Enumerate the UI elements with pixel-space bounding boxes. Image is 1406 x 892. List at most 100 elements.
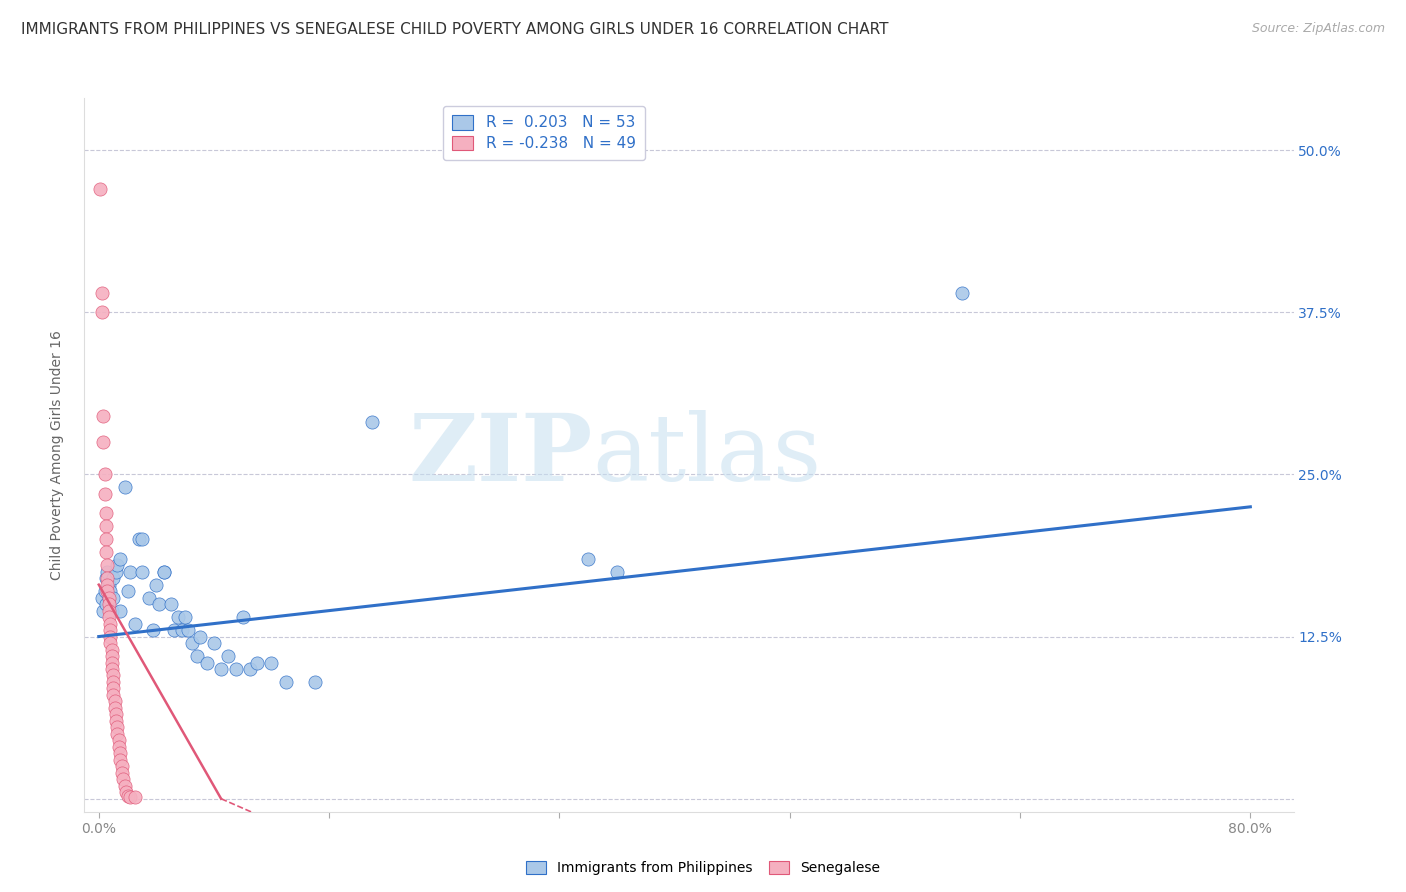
Point — [120, 790, 142, 805]
Point — [100, 656, 122, 670]
Point — [117, 789, 139, 804]
Point — [94, 506, 117, 520]
Point — [304, 675, 326, 690]
Point — [91, 434, 114, 449]
Point — [89, 182, 111, 196]
Point — [152, 565, 174, 579]
Point — [120, 565, 142, 579]
Point — [94, 519, 117, 533]
Point — [104, 694, 127, 708]
Point — [128, 533, 150, 547]
Point — [606, 565, 628, 579]
Point — [186, 648, 208, 663]
Point — [91, 409, 114, 423]
Point — [101, 688, 124, 702]
Point — [96, 565, 118, 579]
Point — [93, 467, 115, 482]
Text: ZIP: ZIP — [408, 410, 592, 500]
Point — [101, 668, 124, 682]
Point — [124, 616, 146, 631]
Point — [101, 675, 124, 690]
Point — [188, 630, 211, 644]
Point — [94, 597, 117, 611]
Point — [114, 779, 136, 793]
Point — [124, 790, 146, 805]
Point — [131, 565, 153, 579]
Point — [104, 701, 127, 715]
Point — [90, 285, 112, 300]
Point — [105, 707, 128, 722]
Point — [274, 675, 297, 690]
Point — [952, 285, 974, 300]
Point — [145, 577, 167, 591]
Point — [100, 648, 122, 663]
Point — [90, 305, 112, 319]
Point — [172, 623, 194, 637]
Point — [111, 759, 134, 773]
Point — [117, 584, 139, 599]
Point — [96, 558, 118, 573]
Point — [181, 636, 204, 650]
Point — [101, 591, 124, 605]
Point — [98, 636, 121, 650]
Point — [202, 636, 225, 650]
Point — [93, 487, 115, 501]
Point — [152, 565, 174, 579]
Point — [239, 662, 262, 676]
Point — [162, 623, 184, 637]
Point — [94, 571, 117, 585]
Point — [97, 591, 120, 605]
Point — [97, 604, 120, 618]
Legend: R =  0.203   N = 53, R = -0.238   N = 49: R = 0.203 N = 53, R = -0.238 N = 49 — [443, 106, 645, 161]
Point — [110, 604, 132, 618]
Point — [96, 584, 118, 599]
Point — [107, 558, 129, 573]
Point — [131, 533, 153, 547]
Point — [107, 727, 129, 741]
Point — [108, 739, 131, 754]
Point — [110, 551, 132, 566]
Point — [94, 545, 117, 559]
Point — [111, 765, 134, 780]
Legend: Immigrants from Philippines, Senegalese: Immigrants from Philippines, Senegalese — [520, 855, 886, 880]
Text: atlas: atlas — [592, 410, 821, 500]
Point — [174, 610, 197, 624]
Point — [225, 662, 247, 676]
Point — [97, 591, 120, 605]
Point — [112, 772, 135, 787]
Point — [108, 733, 131, 747]
Point — [100, 604, 122, 618]
Text: IMMIGRANTS FROM PHILIPPINES VS SENEGALESE CHILD POVERTY AMONG GIRLS UNDER 16 COR: IMMIGRANTS FROM PHILIPPINES VS SENEGALES… — [21, 22, 889, 37]
Point — [100, 642, 122, 657]
Point — [260, 656, 283, 670]
Point — [115, 785, 138, 799]
Point — [105, 565, 128, 579]
Point — [101, 571, 124, 585]
Point — [110, 753, 132, 767]
Point — [195, 656, 218, 670]
Point — [101, 681, 124, 696]
Point — [177, 623, 200, 637]
Point — [159, 597, 181, 611]
Point — [96, 577, 118, 591]
Point — [138, 591, 160, 605]
Point — [142, 623, 165, 637]
Point — [576, 551, 599, 566]
Point — [105, 714, 128, 728]
Point — [232, 610, 254, 624]
Point — [167, 610, 190, 624]
Point — [91, 604, 114, 618]
Point — [114, 480, 136, 494]
Point — [97, 597, 120, 611]
Point — [97, 577, 120, 591]
Point — [98, 584, 121, 599]
Y-axis label: Child Poverty Among Girls Under 16: Child Poverty Among Girls Under 16 — [49, 330, 63, 580]
Text: Source: ZipAtlas.com: Source: ZipAtlas.com — [1251, 22, 1385, 36]
Point — [110, 747, 132, 761]
Point — [100, 662, 122, 676]
Point — [209, 662, 232, 676]
Point — [98, 623, 121, 637]
Point — [217, 648, 239, 663]
Point — [97, 610, 120, 624]
Point — [90, 591, 112, 605]
